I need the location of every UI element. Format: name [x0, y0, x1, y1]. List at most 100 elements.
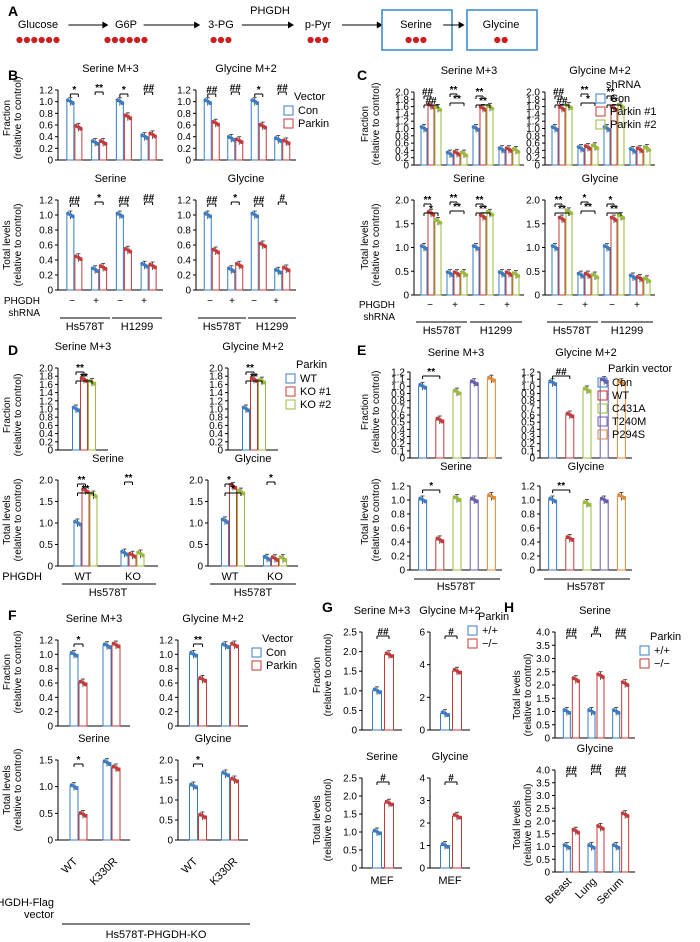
G-glycine-bar-datapoint	[452, 812, 457, 817]
E-serine-bar-datapoint	[440, 539, 445, 544]
D-serine-bar-datapoint	[73, 519, 77, 524]
C-serine-m3-bar-datapoint	[471, 125, 476, 129]
D-serine-m3-y-tick-label: 1.0	[39, 405, 53, 416]
B-glycine-bar	[203, 214, 212, 291]
H-glycine-bar-datapoint	[596, 823, 600, 828]
F-legend-title: Vector	[262, 633, 294, 645]
B-glycine-bar-datapoint	[273, 267, 278, 272]
C-serine-sig-label: **	[479, 204, 487, 215]
B-glycine-y-tick-label: 0.2	[177, 271, 191, 282]
D-glycine-bar-datapoint	[233, 486, 238, 490]
H-serine-bar-datapoint	[611, 708, 616, 712]
F-serine-m3-bar	[78, 682, 88, 727]
G-glycine-m2-bar-datapoint	[445, 713, 450, 718]
C-glycine-m2-y-tick-label: 0.2	[526, 153, 540, 164]
panel-letter-E: E	[357, 342, 366, 358]
C-serine-m3-y-tick-label: 0.6	[395, 139, 409, 150]
panel-letter-G: G	[322, 599, 333, 615]
C-serine-m3-bar	[420, 128, 428, 166]
B-condition: −	[207, 296, 213, 307]
C-serine-bar	[434, 220, 442, 296]
pathway-carbon-dot	[134, 36, 141, 44]
C-condition: +	[582, 300, 588, 311]
B-glycine-m2-bar	[211, 122, 220, 161]
E-glycine-bar	[548, 499, 558, 571]
F-serine-bar-datapoint	[83, 814, 88, 818]
H-glycine-bar-datapoint	[587, 843, 591, 847]
H-serine-bar	[571, 679, 580, 739]
G-serine-m3-bar	[372, 690, 382, 731]
C-serine-m3-bar-datapoint	[457, 153, 462, 157]
B-serine-bar-datapoint	[79, 257, 83, 262]
F-serine-m3-y-tick-label: 1.2	[39, 636, 53, 647]
G-serine-m3-sig-label: ##	[377, 627, 389, 638]
pathway-arrow-head	[194, 21, 201, 29]
H-glycine-y-tick-label: 2.5	[536, 804, 550, 815]
C-glycine-m2-bar	[603, 128, 611, 166]
pathway-carbon-dot	[217, 36, 225, 44]
H-serine-sig-label: #	[593, 625, 599, 636]
D-legend-item: KO #2	[300, 399, 331, 411]
C-serine-sig-label: **	[453, 202, 461, 213]
G-serine-bar-datapoint	[372, 828, 377, 833]
H-serine-y-tick-label: 0	[544, 734, 550, 745]
C-glycine-m2-bar	[565, 106, 573, 166]
C-fraction-ylabel-line2: (relative to control)	[371, 83, 382, 166]
E-serine-bar	[452, 498, 462, 571]
B-glycine-m2-bar-datapoint	[208, 101, 213, 106]
D-serine-sig-label: **	[78, 475, 86, 486]
B-glycine-sig-label: ##	[206, 195, 218, 206]
D-glycine-y-tick-label: 0	[197, 562, 203, 573]
E-serine-m3-bar	[452, 391, 462, 459]
E-glycine-y-tick-label: 0.4	[521, 538, 535, 549]
G-serine-bar-datapoint	[377, 831, 382, 836]
H-group-label: Breast	[543, 876, 574, 907]
E-glycine-y-tick-label: 0.6	[521, 524, 535, 535]
C-glycine-m2-bar-datapoint	[595, 146, 600, 151]
F-row-label: PHGDH-Flag	[0, 897, 54, 909]
D-serine-y-tick-label: 2.0	[39, 476, 53, 487]
D-serine-title: Serine	[92, 453, 124, 465]
C-glycine-y-tick-label: 2.0	[526, 196, 540, 207]
B-glycine-y-tick-label: 0.4	[177, 256, 191, 267]
D-glycine-m2-bar	[242, 408, 250, 451]
C-serine-y-tick-label: 0	[403, 291, 409, 302]
E-serine-m3-y-tick-label: 0.8	[391, 396, 405, 407]
G-serine-y-tick-label: 1.0	[343, 828, 357, 839]
C-serine-m3-bar-datapoint	[459, 150, 464, 155]
C-glycine-bar-datapoint	[569, 211, 574, 216]
H-serine-bar-datapoint	[571, 676, 576, 680]
B-serine-m3-bar-datapoint	[79, 127, 83, 131]
F-legend-swatch	[251, 647, 262, 658]
C-serine-y-tick-label: 0.5	[395, 267, 409, 278]
D-serine-m3-bar-datapoint	[71, 405, 76, 410]
B-glycine-bar-datapoint	[226, 266, 231, 270]
pathway-box-serine	[381, 9, 453, 51]
C-glycine-m2-y-tick-label: 1.2	[526, 117, 540, 128]
C-serine-m3-bar-datapoint	[424, 128, 429, 132]
C-glycine-bar	[558, 218, 566, 296]
C-serine-m3-bar-datapoint	[445, 150, 450, 155]
B-glycine-sig-label: #	[279, 193, 285, 204]
B-glycine-m2-y-tick-label: 0.8	[177, 109, 191, 120]
E-serine-y-tick-label: 1.0	[391, 496, 405, 507]
E-serine-m3-bar-datapoint	[418, 382, 422, 387]
E-legend-swatch	[597, 403, 608, 414]
F-glycine-bar	[221, 773, 230, 841]
B-serine-sig-label: ##	[143, 193, 155, 204]
B-serine-m3-bar	[66, 101, 75, 161]
B-row-phgdh: PHGDH	[4, 296, 40, 307]
C-glycine-title: Glycine	[582, 173, 619, 185]
G-glycine-m2-y-tick-label: 0	[419, 726, 425, 737]
F-serine-m3-y-tick-label: 0.2	[39, 707, 53, 718]
B-serine-sig-label: ##	[69, 195, 81, 206]
F-serine-m3-y-tick-label: 0.4	[39, 693, 53, 704]
H-glycine-bar-datapoint	[562, 843, 567, 847]
C-glycine-m2-bar-datapoint	[550, 125, 555, 129]
B-glycine-m2-y-tick-label: 0.4	[177, 132, 191, 143]
C-serine-y-tick-label: 2.0	[395, 196, 409, 207]
B-glycine-m2-bar-datapoint	[278, 139, 283, 143]
D-serine-bar-datapoint	[136, 550, 140, 555]
F-group-label: WT	[180, 855, 201, 876]
F-serine-m3-bar-datapoint	[69, 650, 74, 655]
